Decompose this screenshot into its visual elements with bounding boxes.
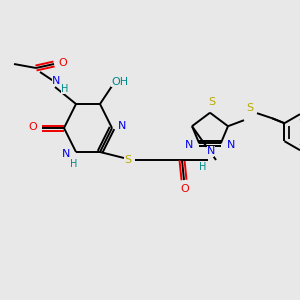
Text: N: N bbox=[62, 149, 70, 159]
Text: S: S bbox=[124, 155, 132, 165]
Text: N: N bbox=[207, 146, 215, 156]
Text: O: O bbox=[181, 184, 189, 194]
Text: N: N bbox=[118, 121, 126, 131]
Text: N: N bbox=[185, 140, 194, 150]
Text: N: N bbox=[52, 76, 60, 86]
Text: S: S bbox=[208, 97, 216, 107]
Text: H: H bbox=[198, 163, 206, 173]
Text: N: N bbox=[226, 140, 235, 150]
Text: OH: OH bbox=[111, 77, 129, 87]
Text: H: H bbox=[61, 84, 69, 94]
Text: H: H bbox=[199, 162, 207, 172]
Text: O: O bbox=[58, 58, 68, 68]
Text: S: S bbox=[246, 103, 254, 113]
Text: N: N bbox=[206, 147, 214, 157]
Text: H: H bbox=[70, 159, 78, 169]
Text: O: O bbox=[28, 122, 38, 132]
